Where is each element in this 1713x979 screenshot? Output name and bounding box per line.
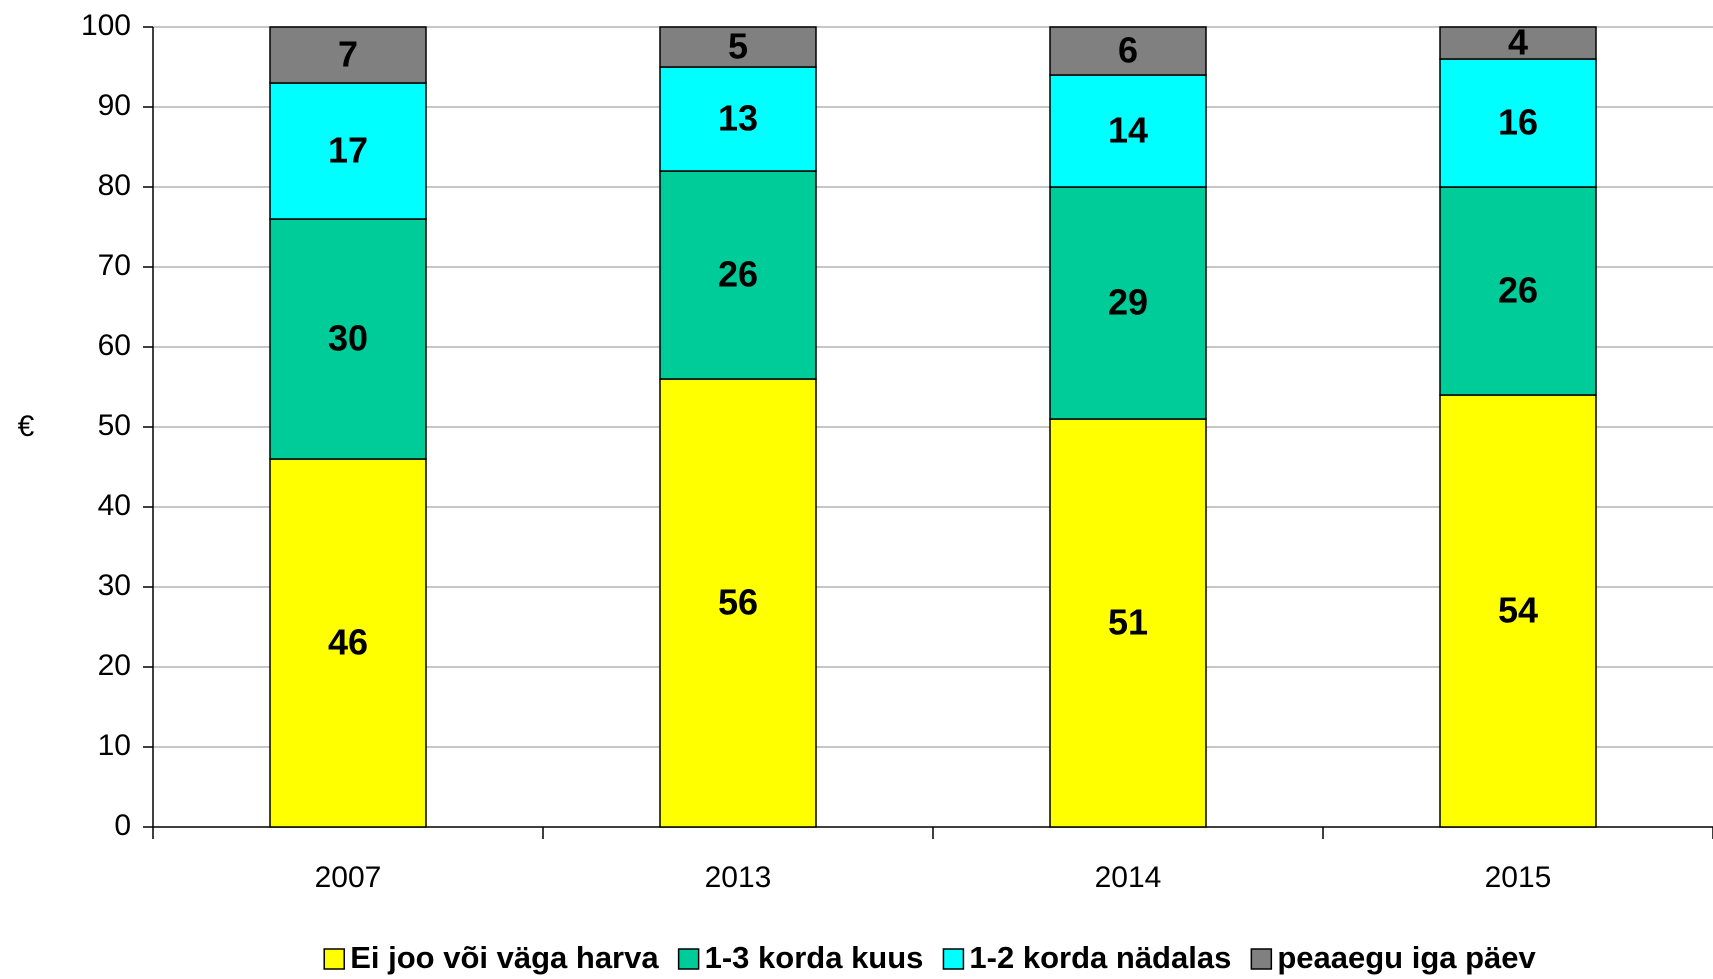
- legend-swatch: [942, 948, 965, 970]
- data-label: 30: [328, 318, 368, 359]
- bar-segment: [1439, 58, 1597, 188]
- data-label: 26: [1498, 270, 1538, 311]
- bar-segment: [1049, 74, 1207, 188]
- x-tick-label: 2014: [1095, 861, 1162, 894]
- bar-segment: [269, 82, 427, 220]
- bar-segment: [659, 378, 817, 828]
- data-label: 14: [1108, 110, 1148, 151]
- data-label: 5: [728, 26, 748, 67]
- data-label: 26: [718, 254, 758, 295]
- bar-segment: [1049, 418, 1207, 828]
- data-label: 56: [718, 582, 758, 623]
- legend-swatch: [677, 948, 700, 970]
- legend-label: Ei joo või väga harva: [350, 940, 659, 975]
- legend-label: 1-2 korda nädalas: [969, 940, 1231, 975]
- y-tick-label: 50: [98, 409, 131, 442]
- y-tick-label: 0: [114, 809, 131, 842]
- y-tick-label: 20: [98, 649, 131, 682]
- legend: Ei joo või väga harva 1-3 korda kuus 1-2 k…: [323, 940, 1537, 975]
- y-axis-label: €: [18, 410, 35, 443]
- bar-segment: [1439, 186, 1597, 396]
- legend-swatch: [323, 948, 345, 970]
- data-label: 6: [1118, 30, 1138, 71]
- data-label: 54: [1498, 590, 1538, 631]
- data-label: 7: [338, 34, 358, 75]
- x-tick-label: 2013: [705, 861, 772, 894]
- bar-segment: [269, 26, 427, 84]
- y-tick-label: 90: [98, 89, 131, 122]
- y-tick-label: 30: [98, 569, 131, 602]
- bar-segment: [659, 26, 817, 68]
- data-label: 46: [328, 622, 368, 663]
- bar-segment: [269, 458, 427, 828]
- bar-segment: [1439, 394, 1597, 828]
- y-tick-label: 70: [98, 249, 131, 282]
- x-tick-label: 2015: [1485, 861, 1552, 894]
- data-label: 16: [1498, 102, 1538, 143]
- bar-segment: [1049, 26, 1207, 76]
- y-tick-label: 10: [98, 729, 131, 762]
- y-tick-label: 100: [81, 9, 131, 42]
- data-label: 17: [328, 130, 368, 171]
- legend-label: peaaegu iga päev: [1277, 940, 1536, 975]
- x-tick-label: 2007: [315, 861, 382, 894]
- data-label: 29: [1108, 282, 1148, 323]
- legend-label: 1-3 korda kuus: [705, 940, 924, 975]
- y-tick-label: 60: [98, 329, 131, 362]
- bar-segment: [1439, 26, 1597, 60]
- bar-segment: [1049, 186, 1207, 420]
- data-label: 51: [1108, 602, 1148, 643]
- y-tick-label: 80: [98, 169, 131, 202]
- data-label: 13: [718, 98, 758, 139]
- legend-swatch: [1250, 948, 1273, 970]
- bar-segment: [659, 66, 817, 172]
- data-label: 4: [1508, 22, 1528, 63]
- bar-segment: [659, 170, 817, 380]
- y-tick-label: 40: [98, 489, 131, 522]
- bar-segment: [269, 218, 427, 460]
